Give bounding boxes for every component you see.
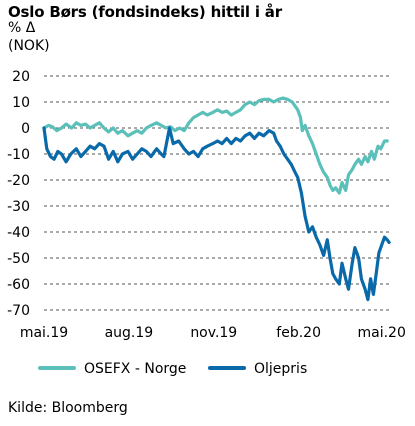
y-unit-label: % Δ [8, 20, 36, 36]
y-tick-label: -60 [7, 277, 30, 293]
x-tick-label: nov.19 [190, 325, 237, 341]
series-line [42, 96, 389, 195]
currency-label: (NOK) [8, 38, 50, 54]
legend-label: Oljepris [254, 361, 307, 377]
y-tick-label: -50 [7, 251, 30, 267]
chart-title: Oslo Børs (fondsindeks) hittil i år [8, 3, 282, 21]
x-tick-label: mai.19 [20, 325, 68, 341]
series-lines [42, 96, 391, 302]
y-tick-label: 0 [21, 121, 30, 137]
y-tick-label: -20 [7, 173, 30, 189]
legend-label: OSEFX - Norge [84, 361, 186, 377]
legend: OSEFX - Norge Oljepris [38, 361, 307, 377]
source-note: Kilde: Bloomberg [8, 400, 128, 416]
y-tick-label: 20 [12, 69, 30, 85]
y-tick-label: -40 [7, 225, 30, 241]
y-tick-label: -10 [7, 147, 30, 163]
y-axis-labels: 20 10 0 -10 -20 -30 -40 -50 -60 -70 [7, 69, 30, 319]
y-tick-label: -70 [7, 303, 30, 319]
x-axis-labels: mai.19 aug.19 nov.19 feb.20 mai.20 [20, 325, 406, 341]
y-tick-label: 10 [12, 95, 30, 111]
x-tick-label: aug.19 [105, 325, 154, 341]
y-tick-label: -30 [7, 199, 30, 215]
series-line [42, 126, 391, 302]
x-tick-label: feb.20 [276, 325, 321, 341]
x-tick-label: mai.20 [358, 325, 406, 341]
grid-lines [44, 75, 390, 311]
